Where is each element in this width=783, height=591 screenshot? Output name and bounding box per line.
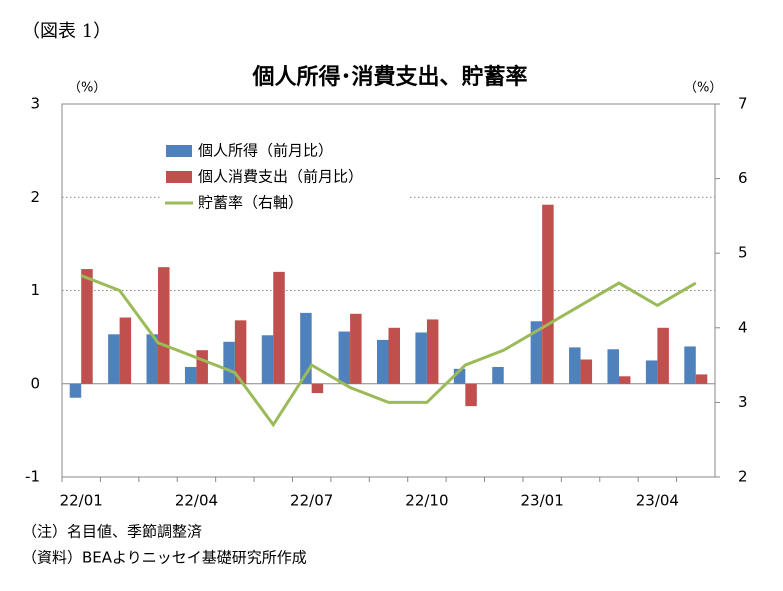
bar: [196, 350, 208, 384]
chart-title: 個人所得･消費支出、貯蓄率: [251, 64, 527, 90]
y-tick-label: 2: [30, 188, 40, 206]
bar: [350, 313, 362, 384]
bar: [261, 335, 274, 384]
legend-label: 個人消費支出（前月比）: [198, 168, 363, 186]
bar: [542, 204, 554, 384]
bar: [580, 359, 593, 384]
bar: [184, 366, 197, 384]
bar: [453, 368, 466, 384]
bar: [426, 319, 439, 384]
line: [80, 274, 697, 428]
note: （注）名目値、季節調整済: [22, 523, 202, 541]
bar: [338, 331, 351, 384]
note: （資料）BEAよりニッセイ基礎研究所作成: [22, 549, 307, 567]
bar: [234, 320, 247, 384]
bar: [146, 334, 159, 384]
bar: [569, 347, 581, 384]
bar: [684, 346, 696, 384]
bar: [465, 383, 477, 407]
figure-label: （図表 1）: [22, 21, 111, 42]
bar: [607, 349, 619, 384]
y-tick-label: -1: [25, 468, 40, 486]
y-tick-label: 0: [30, 374, 40, 392]
bar: [311, 383, 324, 394]
bar: [300, 312, 312, 384]
y-axis-label: （%）: [68, 81, 106, 96]
x-tick-label: 23/04: [636, 492, 679, 510]
bar: [645, 360, 658, 384]
bar: [388, 327, 400, 384]
y2-tick-label: 2: [738, 468, 748, 486]
bar: [530, 321, 543, 384]
bar: [618, 376, 631, 384]
legend-box: [160, 135, 410, 220]
bar: [492, 366, 504, 384]
bar: [415, 332, 427, 384]
bar: [695, 374, 708, 384]
bar: [223, 341, 235, 384]
bar: [108, 334, 120, 384]
bar: [273, 271, 285, 384]
y2-tick-label: 7: [738, 95, 748, 113]
legend-swatch: [166, 171, 192, 183]
bar: [69, 383, 82, 398]
bar: [119, 317, 132, 384]
legend-label: 貯蓄率（右軸）: [198, 194, 303, 212]
x-tick-label: 22/04: [175, 492, 218, 510]
plot-border: [61, 103, 716, 478]
legend-label: 個人所得（前月比）: [198, 142, 333, 160]
y2-tick-label: 6: [738, 169, 748, 187]
y-tick-label: 3: [30, 95, 40, 113]
y2-tick-label: 3: [738, 393, 748, 411]
y2-axis-label: （%）: [684, 81, 722, 96]
bar: [657, 327, 669, 384]
legend-swatch: [166, 145, 192, 157]
y2-tick-label: 4: [738, 318, 748, 336]
bar: [158, 267, 170, 384]
x-tick-label: 22/01: [60, 492, 103, 510]
y-tick-label: 1: [30, 281, 40, 299]
bar: [377, 339, 389, 384]
bar: [81, 269, 93, 384]
x-tick-label: 23/01: [521, 492, 564, 510]
x-tick-label: 22/10: [405, 492, 448, 510]
y2-tick-label: 5: [738, 244, 748, 262]
x-tick-label: 22/07: [290, 492, 333, 510]
